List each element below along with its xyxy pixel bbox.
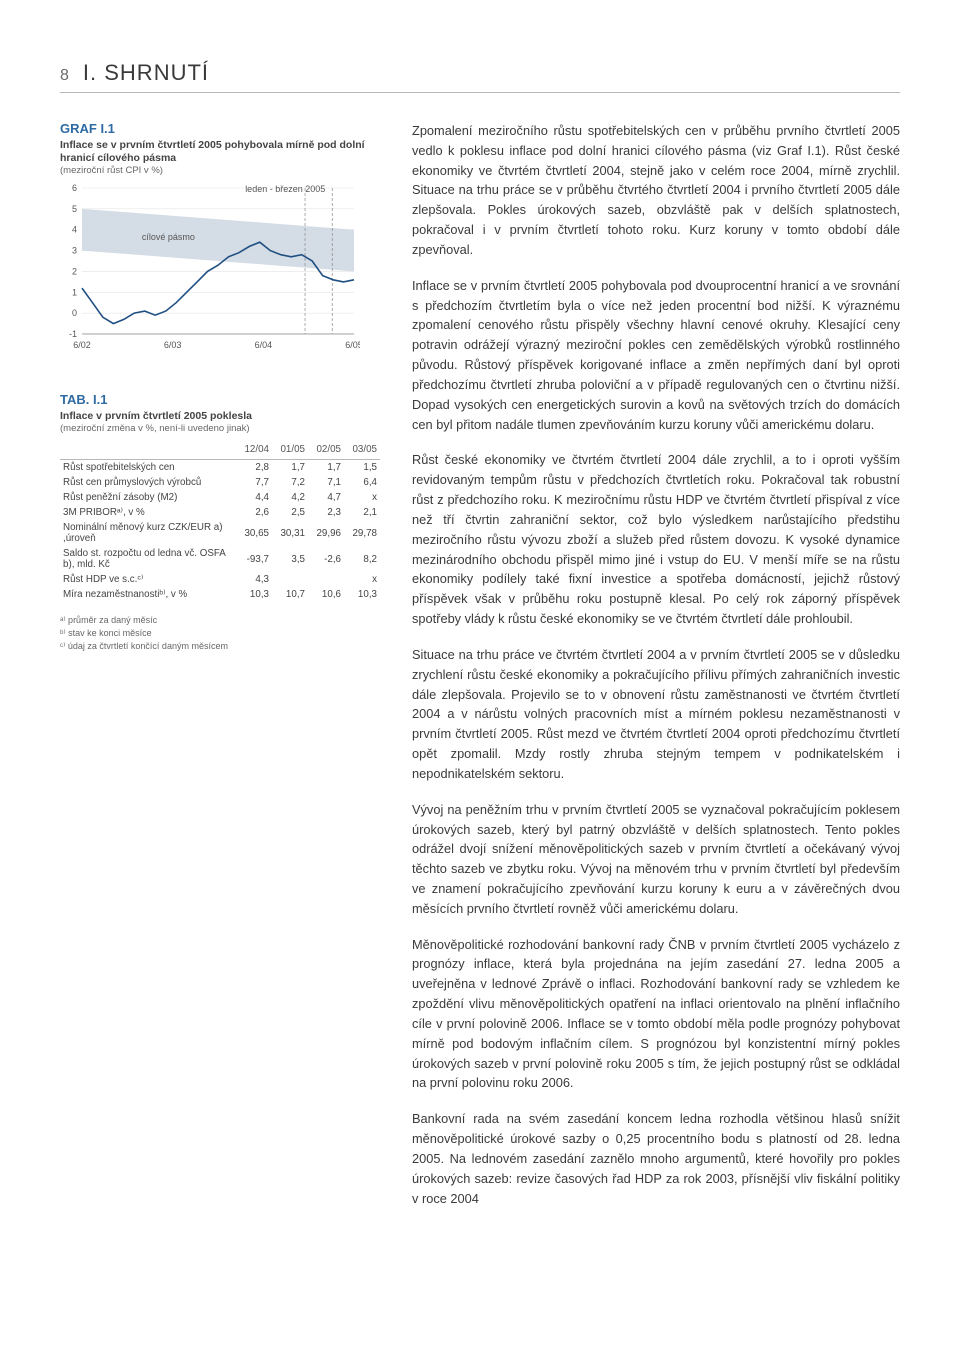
table-cell: 4,7 xyxy=(308,490,344,505)
table-cell xyxy=(272,572,308,587)
table-header-cell: 12/04 xyxy=(236,442,272,460)
table-header-cell: 03/05 xyxy=(344,442,380,460)
svg-text:2: 2 xyxy=(72,267,77,277)
table-cell: 4,4 xyxy=(236,490,272,505)
table-cell: Nominální měnový kurz CZK/EUR a) ,úroveň xyxy=(60,520,236,546)
chart-box: GRAF I.1 Inflace se v prvním čtvrtletí 2… xyxy=(60,121,380,352)
table-row: Růst HDP ve s.c.ᶜ⁾4,3 x xyxy=(60,572,380,587)
table-cell: -2,6 xyxy=(308,546,344,572)
table-cell: 10,3 xyxy=(344,587,380,602)
footnote-line: ᵇ⁾ stav ke konci měsíce xyxy=(60,627,380,640)
table-header-cell: 01/05 xyxy=(272,442,308,460)
table-cell: Míra nezaměstnanostiᵇ⁾, v % xyxy=(60,587,236,602)
table-cell: 7,2 xyxy=(272,475,308,490)
table-cell: x xyxy=(344,572,380,587)
table-cell: 6,4 xyxy=(344,475,380,490)
svg-text:5: 5 xyxy=(72,204,77,214)
table-subtitle-2: (meziroční změna v %, není-li uvedeno ji… xyxy=(60,423,380,434)
table-cell xyxy=(308,572,344,587)
svg-text:3: 3 xyxy=(72,246,77,256)
table-cell: 2,3 xyxy=(308,505,344,520)
table-cell: 29,96 xyxy=(308,520,344,546)
table-cell: Růst HDP ve s.c.ᶜ⁾ xyxy=(60,572,236,587)
table-cell: 10,3 xyxy=(236,587,272,602)
data-table: 12/0401/0502/0503/05Růst spotřebitelskýc… xyxy=(60,442,380,602)
table-cell: 7,1 xyxy=(308,475,344,490)
table-footnotes: ᵃ⁾ průměr za daný měsícᵇ⁾ stav ke konci … xyxy=(60,614,380,652)
table-subtitle-1: Inflace v prvním čtvrtletí 2005 poklesla xyxy=(60,410,380,423)
table-cell: 4,3 xyxy=(236,572,272,587)
chart-title: GRAF I.1 xyxy=(60,121,380,136)
table-row: Růst spotřebitelských cen2,81,71,71,5 xyxy=(60,460,380,476)
svg-text:4: 4 xyxy=(72,225,77,235)
table-box: TAB. I.1 Inflace v prvním čtvrtletí 2005… xyxy=(60,392,380,652)
table-cell: 29,78 xyxy=(344,520,380,546)
table-cell: 1,5 xyxy=(344,460,380,476)
table-cell: 30,65 xyxy=(236,520,272,546)
table-cell: 7,7 xyxy=(236,475,272,490)
svg-text:6/04: 6/04 xyxy=(255,340,273,350)
body-paragraph: Inflace se v prvním čtvrtletí 2005 pohyb… xyxy=(412,276,900,435)
chart-svg-wrap: -1 0 1 2 3 4 5 6 6/02 6/03 6/04 6/05 cílové pásmo led… xyxy=(60,182,360,352)
table-cell: 2,5 xyxy=(272,505,308,520)
svg-text:1: 1 xyxy=(72,288,77,298)
footnote-line: ᵃ⁾ průměr za daný měsíc xyxy=(60,614,380,627)
table-cell: -93,7 xyxy=(236,546,272,572)
table-cell: 10,7 xyxy=(272,587,308,602)
table-cell: 10,6 xyxy=(308,587,344,602)
table-cell: 8,2 xyxy=(344,546,380,572)
table-cell: 1,7 xyxy=(308,460,344,476)
table-cell: 30,31 xyxy=(272,520,308,546)
footnote-line: ᶜ⁾ údaj za čtvrtletí končící daným měsíc… xyxy=(60,640,380,653)
table-header-cell xyxy=(60,442,236,460)
svg-text:-1: -1 xyxy=(69,329,77,339)
table-row: Růst peněžní zásoby (M2)4,44,24,7x xyxy=(60,490,380,505)
table-cell: 2,1 xyxy=(344,505,380,520)
page-number: 8 xyxy=(60,67,69,85)
body-paragraph: Vývoj na peněžním trhu v prvním čtvrtlet… xyxy=(412,800,900,919)
table-cell: 3M PRIBORᵃ⁾, v % xyxy=(60,505,236,520)
table-cell: Saldo st. rozpočtu od ledna vč. OSFA b),… xyxy=(60,546,236,572)
body-paragraph: Zpomalení meziročního růstu spotřebitels… xyxy=(412,121,900,260)
body-text-column: Zpomalení meziročního růstu spotřebitels… xyxy=(412,121,900,1224)
body-paragraph: Růst české ekonomiky ve čtvrtém čtvrtlet… xyxy=(412,450,900,628)
table-cell: 2,6 xyxy=(236,505,272,520)
chart-subtitle-1: Inflace se v prvním čtvrtletí 2005 pohyb… xyxy=(60,139,380,165)
svg-text:leden - březen 2005: leden - březen 2005 xyxy=(245,184,325,194)
table-cell: Růst cen průmyslových výrobců xyxy=(60,475,236,490)
svg-text:0: 0 xyxy=(72,308,77,318)
svg-text:cílové pásmo: cílové pásmo xyxy=(142,232,195,242)
svg-text:6/02: 6/02 xyxy=(73,340,91,350)
table-row: Nominální měnový kurz CZK/EUR a) ,úroveň… xyxy=(60,520,380,546)
table-row: 3M PRIBORᵃ⁾, v %2,62,52,32,1 xyxy=(60,505,380,520)
body-paragraph: Situace na trhu práce ve čtvrtém čtvrtle… xyxy=(412,645,900,784)
table-cell: 4,2 xyxy=(272,490,308,505)
table-cell: 3,5 xyxy=(272,546,308,572)
table-cell: 1,7 xyxy=(272,460,308,476)
chart-subtitle-2: (meziroční růst CPI v %) xyxy=(60,165,380,176)
table-cell: x xyxy=(344,490,380,505)
page-title: I. SHRNUTÍ xyxy=(83,60,209,86)
table-title: TAB. I.1 xyxy=(60,392,380,407)
table-row: Míra nezaměstnanostiᵇ⁾, v %10,310,710,61… xyxy=(60,587,380,602)
page-header: 8 I. SHRNUTÍ xyxy=(60,60,900,93)
svg-text:6/05: 6/05 xyxy=(345,340,360,350)
table-header-cell: 02/05 xyxy=(308,442,344,460)
table-cell: 2,8 xyxy=(236,460,272,476)
table-cell: Růst spotřebitelských cen xyxy=(60,460,236,476)
table-cell: Růst peněžní zásoby (M2) xyxy=(60,490,236,505)
body-paragraph: Bankovní rada na svém zasedání koncem le… xyxy=(412,1109,900,1208)
svg-text:6/03: 6/03 xyxy=(164,340,182,350)
table-row: Saldo st. rozpočtu od ledna vč. OSFA b),… xyxy=(60,546,380,572)
table-row: Růst cen průmyslových výrobců7,77,27,16,… xyxy=(60,475,380,490)
body-paragraph: Měnověpolitické rozhodování bankovní rad… xyxy=(412,935,900,1094)
svg-text:6: 6 xyxy=(72,183,77,193)
